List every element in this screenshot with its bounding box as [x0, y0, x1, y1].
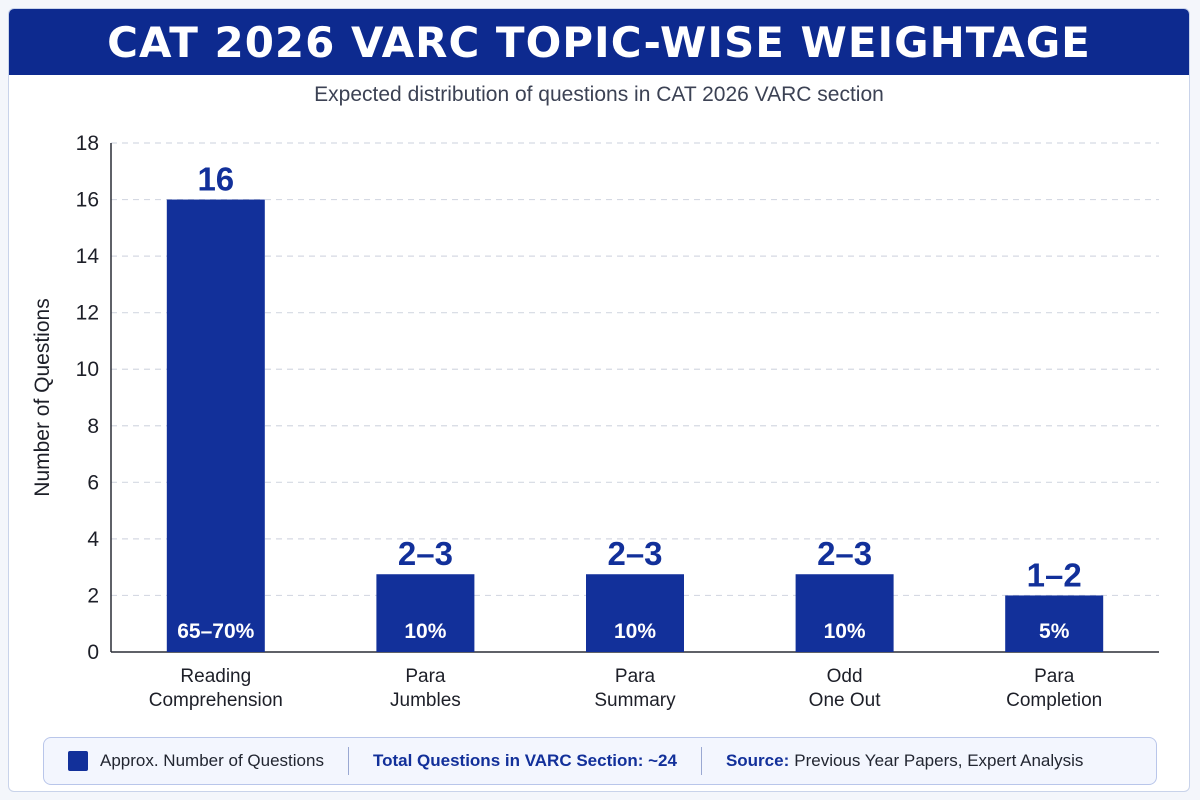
- x-tick-label: Odd: [827, 666, 863, 687]
- bar-chart: 0 2 4 6 8 10 12 14 16 18 Number of Questions 16 65–7…: [31, 132, 1159, 711]
- x-tick-label: Comprehension: [149, 690, 283, 711]
- legend-total-text: Total Questions in VARC Section: ~24: [372, 751, 677, 770]
- legend-series: Approx. Number of Questions: [44, 751, 348, 771]
- legend-total: Total Questions in VARC Section: ~24: [349, 751, 701, 771]
- y-tick-label: 6: [87, 471, 99, 494]
- bar-share-label: 10%: [614, 620, 656, 643]
- legend-swatch: [68, 751, 88, 771]
- y-axis-label: Number of Questions: [31, 298, 54, 496]
- bar: [166, 199, 265, 653]
- legend: Approx. Number of Questions Total Questi…: [43, 737, 1157, 785]
- legend-divider: [347, 747, 349, 775]
- legend-series-label: Approx. Number of Questions: [100, 751, 324, 770]
- x-tick-label: Completion: [1006, 690, 1102, 711]
- page-title: CAT 2026 VARC TOPIC-WISE WEIGHTAGE: [107, 17, 1091, 67]
- chart-card: CAT 2026 VARC TOPIC-WISE WEIGHTAGE Expec…: [8, 8, 1190, 792]
- y-tick-label: 16: [76, 189, 99, 212]
- x-tick-label: Summary: [594, 690, 676, 711]
- data-label: 2–3: [607, 535, 662, 572]
- bar: [1005, 595, 1104, 652]
- title-bar: CAT 2026 VARC TOPIC-WISE WEIGHTAGE: [9, 9, 1189, 75]
- legend-source-text: Previous Year Papers, Expert Analysis: [794, 751, 1084, 770]
- bar-share-label: 10%: [824, 620, 866, 643]
- y-tick-label: 4: [87, 528, 99, 551]
- x-tick-label: Para: [615, 666, 656, 687]
- bar: [376, 574, 475, 652]
- bar: [586, 574, 684, 652]
- bar-share-label: 10%: [404, 620, 446, 643]
- x-tick-label: Jumbles: [390, 690, 461, 711]
- y-tick-label: 18: [76, 132, 99, 155]
- data-label: 1–2: [1027, 556, 1082, 593]
- legend-source: Source: Previous Year Papers, Expert Ana…: [702, 751, 1107, 771]
- bar-share-label: 5%: [1039, 620, 1070, 643]
- y-tick-label: 2: [87, 584, 99, 607]
- y-tick-label: 8: [87, 415, 99, 438]
- chart-subtitle: Expected distribution of questions in CA…: [314, 83, 884, 106]
- bar-share-label: 65–70%: [177, 620, 254, 643]
- data-label: 2–3: [398, 535, 453, 572]
- x-tick-label: Para: [405, 666, 446, 687]
- y-tick-label: 0: [87, 641, 99, 664]
- data-label: 2–3: [817, 535, 872, 572]
- x-tick-label: One Out: [809, 690, 882, 711]
- y-tick-label: 14: [76, 245, 100, 268]
- x-tick-label: Para: [1034, 666, 1075, 687]
- x-tick-label: Reading: [180, 666, 251, 687]
- legend-divider: [700, 747, 702, 775]
- legend-source-label: Source:: [725, 751, 790, 770]
- y-tick-label: 12: [76, 302, 99, 325]
- y-tick-label: 10: [76, 358, 99, 381]
- bar: [795, 574, 894, 652]
- data-label: 16: [197, 161, 234, 198]
